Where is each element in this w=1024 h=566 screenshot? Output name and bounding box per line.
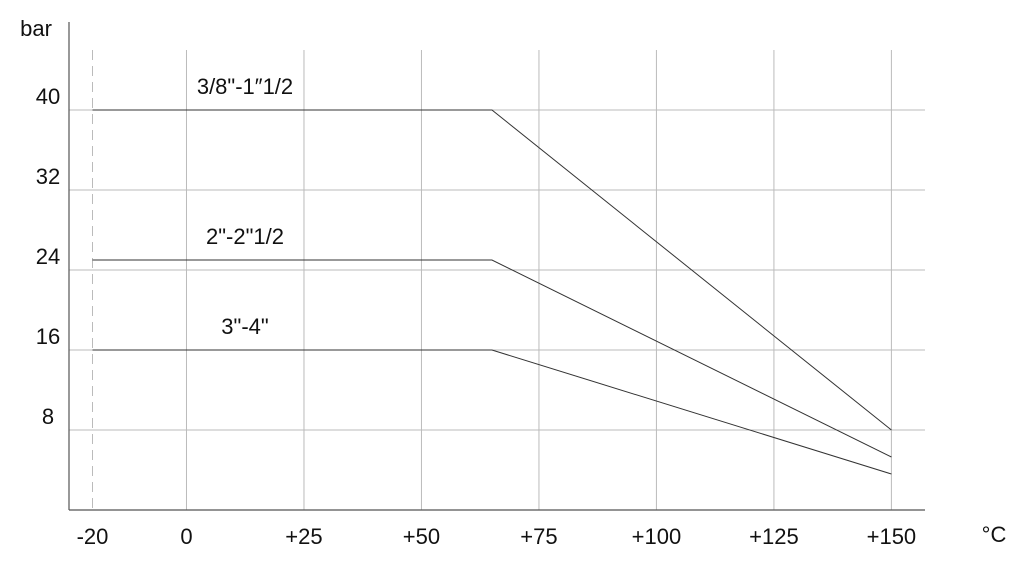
y-tick-label: 40	[36, 84, 60, 109]
series-line	[92, 259, 892, 458]
x-tick-label: +25	[285, 524, 322, 549]
x-tick-label: +125	[749, 524, 799, 549]
series-label: 3/8"-1″1/2	[197, 74, 293, 99]
series-line	[92, 109, 892, 431]
x-tick-label: 0	[180, 524, 192, 549]
y-tick-label: 32	[36, 164, 60, 189]
series-label: 3"-4"	[221, 314, 268, 339]
y-tick-label: 24	[36, 244, 60, 269]
series-line	[92, 349, 892, 475]
x-tick-label: +75	[520, 524, 557, 549]
y-tick-label: 16	[36, 324, 60, 349]
x-axis-label: °C	[982, 522, 1007, 547]
x-tick-label: +100	[632, 524, 682, 549]
y-axis-label: bar	[20, 16, 52, 41]
series-label: 2"-2"1/2	[206, 224, 284, 249]
y-tick-label: 8	[42, 404, 54, 429]
x-tick-label: +50	[403, 524, 440, 549]
x-tick-label: -20	[77, 524, 109, 549]
x-tick-label: +150	[867, 524, 917, 549]
